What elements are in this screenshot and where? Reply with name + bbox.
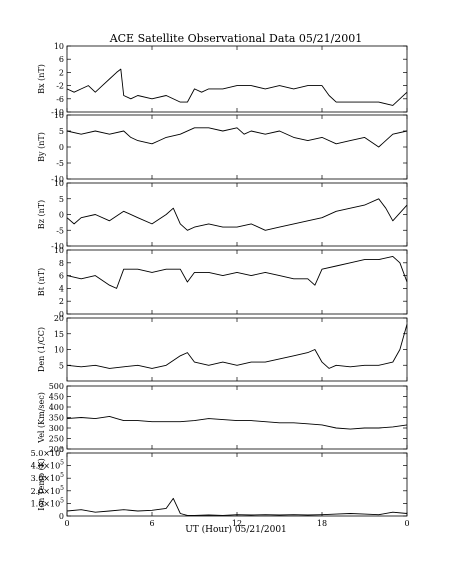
y-tick-label: 10 — [54, 346, 64, 355]
y-tick-label: -6 — [56, 95, 64, 104]
panel-frame — [66, 182, 408, 247]
y-tick-label: 0 — [59, 211, 64, 220]
x-tick-label: 0 — [404, 519, 409, 528]
y-tick-label: 4 — [59, 284, 64, 293]
y-tick-exponent: 5 — [60, 472, 64, 479]
y-tick-label: 2.0×105 — [31, 485, 65, 496]
series-line-by — [66, 127, 408, 148]
y-tick-label: 1.0×105 — [31, 497, 65, 508]
y-axis-label: Bz (nT) — [37, 200, 46, 229]
y-tick-label: 500 — [49, 382, 64, 391]
panel-bt: 0 2 4 6 8 10 Bt (nT) — [37, 246, 408, 319]
y-tick-label: 10 — [54, 111, 64, 120]
y-tick-label: 2 — [59, 297, 64, 306]
y-axis-label: Den (1/CC) — [37, 327, 46, 372]
y-tick-label: 0 — [59, 143, 64, 152]
panel-frame — [66, 317, 408, 382]
y-tick-label: -5 — [56, 159, 64, 168]
y-tick-label: 0 — [59, 310, 64, 319]
series-line-velocity — [66, 415, 408, 430]
y-tick-label: 450 — [49, 393, 64, 402]
y-tick-label: 2 — [59, 68, 64, 77]
y-tick-label: 4.0×105 — [31, 460, 65, 471]
x-tick-label: 6 — [149, 519, 154, 528]
panel-by: -10 -5 0 5 10 By (nT) — [37, 111, 408, 184]
y-tick-label: 8 — [59, 259, 64, 268]
x-tick-label: 18 — [317, 519, 327, 528]
y-tick-label: 0 — [59, 512, 64, 521]
panels: -10 -6 -2 2 6 10 Bx (nT) -10 -5 0 5 10 By (nT) -10 -5 0… — [31, 42, 410, 528]
y-tick-label: -10 — [51, 175, 64, 184]
panel-frame — [66, 249, 408, 315]
panel-density: 5 10 15 20 Den (1/CC) — [37, 314, 408, 382]
y-axis-label: Bx (nT) — [37, 64, 46, 94]
y-tick-label: 250 — [49, 435, 64, 444]
y-tick-label: 5.0×105 — [31, 447, 65, 458]
panel-frame — [66, 385, 408, 450]
x-axis-label: UT (Hour) 05/21/2001 — [185, 524, 287, 535]
y-tick-label: 10 — [54, 42, 64, 51]
x-tick-label: 12 — [232, 519, 242, 528]
series-line-bz — [66, 198, 408, 231]
y-tick-label: -10 — [51, 108, 64, 117]
y-tick-label: -2 — [56, 82, 64, 91]
y-tick-label: 3.0×105 — [31, 472, 65, 483]
y-tick-label: 10 — [54, 179, 64, 188]
y-tick-label: 5 — [59, 195, 64, 204]
y-tick-label: 6 — [59, 272, 64, 281]
panel-bx: -10 -6 -2 2 6 10 Bx (nT) — [37, 42, 408, 117]
y-axis-label: Bt (nT) — [37, 268, 46, 296]
series-line-iontemp — [66, 497, 408, 516]
y-axis-label: Vel (Km/sec) — [37, 392, 46, 444]
series-line-bt — [66, 255, 408, 289]
y-tick-label: -10 — [51, 242, 64, 251]
y-tick-label: 10 — [54, 246, 64, 255]
y-tick-exponent: 5 — [60, 460, 64, 467]
y-tick-label: 5 — [59, 361, 64, 370]
panel-bz: -10 -5 0 5 10 Bz (nT) — [37, 179, 408, 251]
chart-title: ACE Satellite Observational Data 05/21/2… — [109, 32, 363, 45]
y-axis-label: Ion Temp (K) — [37, 458, 46, 511]
y-tick-exponent: 5 — [60, 447, 64, 454]
y-tick-exponent: 5 — [60, 485, 64, 492]
series-line-bx — [66, 68, 408, 106]
y-tick-label: 200 — [49, 445, 64, 454]
y-tick-label: 6 — [59, 55, 64, 64]
panel-frame — [66, 114, 408, 180]
y-tick-label: 400 — [49, 403, 64, 412]
y-tick-label: -5 — [56, 226, 64, 235]
y-tick-label: 300 — [49, 424, 64, 433]
y-tick-exponent: 5 — [60, 497, 64, 504]
y-axis-label: By (nT) — [37, 132, 46, 162]
y-tick-label: 20 — [54, 314, 64, 323]
x-tick-label: 0 — [64, 519, 69, 528]
panel-frame — [66, 452, 408, 517]
y-tick-label: 15 — [54, 330, 64, 339]
y-tick-label: 5 — [59, 127, 64, 136]
series-line-density — [66, 324, 408, 369]
y-tick-label: 350 — [49, 414, 64, 423]
